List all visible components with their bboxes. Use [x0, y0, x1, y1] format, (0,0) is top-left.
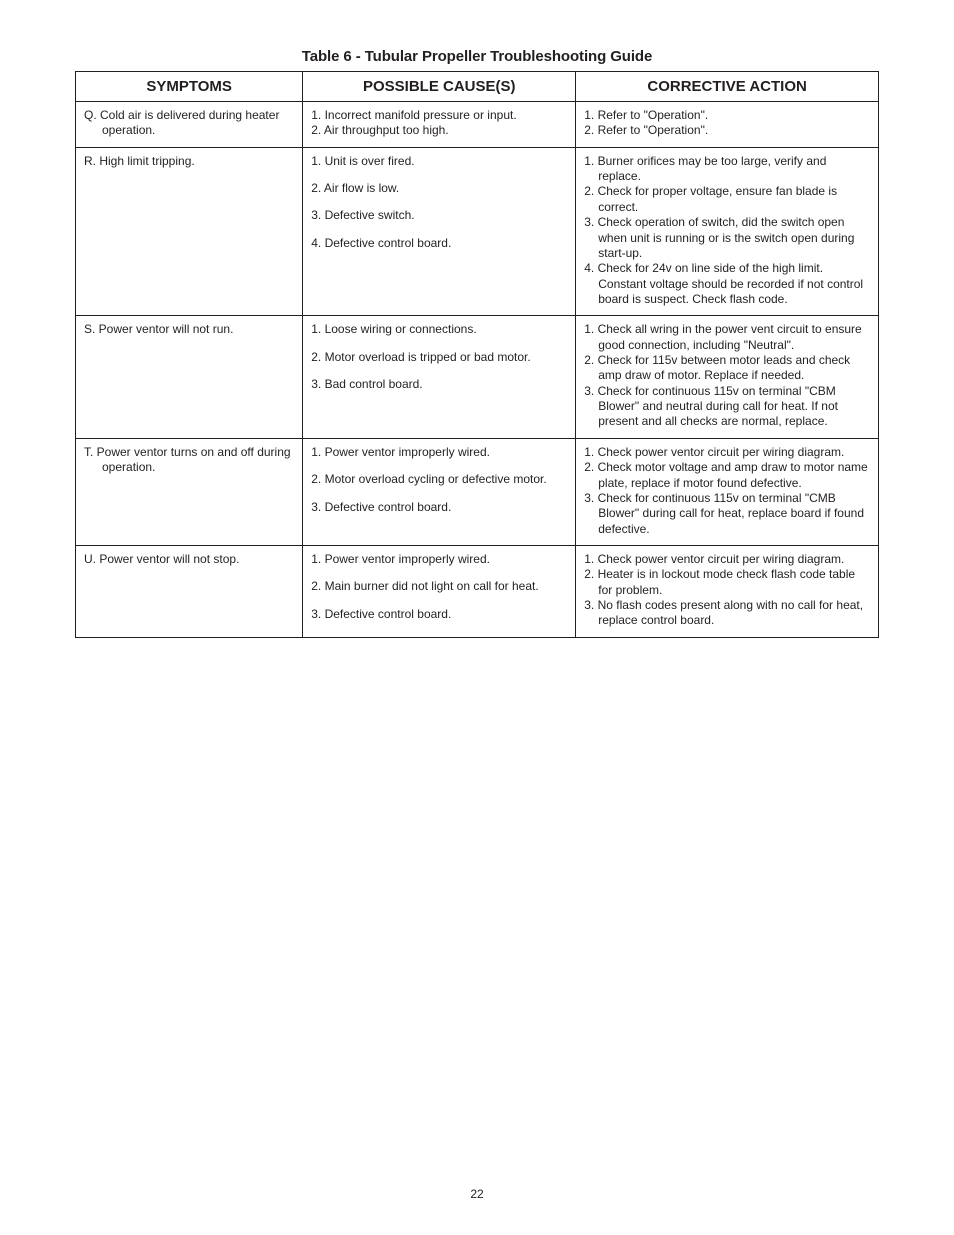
causes-cell: 1. Power ventor improperly wired. 2. Moto… — [303, 438, 576, 545]
spacer — [311, 365, 567, 377]
action-item: 2. Check for proper voltage, ensure fan … — [584, 184, 870, 215]
action-cell: 1. Burner orifices may be too large, ver… — [576, 147, 879, 316]
cause-item: 3. Defective switch. — [311, 208, 567, 223]
cause-item: 3. Defective control board. — [311, 500, 567, 515]
cause-item: 2. Air flow is low. — [311, 181, 567, 196]
causes-cell: 1. Incorrect manifold pressure or input.… — [303, 102, 576, 148]
action-item: 3. Check for continuous 115v on terminal… — [584, 384, 870, 430]
cause-item: 1. Loose wiring or connections. — [311, 322, 567, 337]
symptom-text: R. High limit tripping. — [84, 154, 294, 169]
cause-item: 1. Power ventor improperly wired. — [311, 445, 567, 460]
causes-cell: 1. Unit is over fired. 2. Air flow is low… — [303, 147, 576, 316]
spacer — [311, 595, 567, 607]
symptom-text: S. Power ventor will not run. — [84, 322, 294, 337]
action-cell: 1. Refer to "Operation".2. Refer to "Ope… — [576, 102, 879, 148]
action-item: 1. Check all wring in the power vent cir… — [584, 322, 870, 353]
spacer — [311, 338, 567, 350]
spacer — [311, 196, 567, 208]
cause-item: 1. Unit is over fired. — [311, 154, 567, 169]
cause-item: 2. Air throughput too high. — [311, 123, 567, 138]
spacer — [311, 169, 567, 181]
symptom-cell: R. High limit tripping. — [76, 147, 303, 316]
action-item: 1. Check power ventor circuit per wiring… — [584, 552, 870, 567]
symptom-cell: Q. Cold air is delivered during heater o… — [76, 102, 303, 148]
action-item: 1. Refer to "Operation". — [584, 108, 870, 123]
action-item: 3. Check for continuous 115v on terminal… — [584, 491, 870, 537]
table-row: U. Power ventor will not stop. 1. Power v… — [76, 545, 879, 637]
cause-item: 3. Bad control board. — [311, 377, 567, 392]
causes-cell: 1. Power ventor improperly wired. 2. Main… — [303, 545, 576, 637]
cause-item: 1. Incorrect manifold pressure or input. — [311, 108, 567, 123]
spacer — [311, 488, 567, 500]
table-header-row: SYMPTOMS POSSIBLE CAUSE(S) CORRECTIVE AC… — [76, 72, 879, 102]
symptom-text: U. Power ventor will not stop. — [84, 552, 294, 567]
action-item: 2. Refer to "Operation". — [584, 123, 870, 138]
table-row: R. High limit tripping. 1. Unit is over f… — [76, 147, 879, 316]
action-item: 3. Check operation of switch, did the sw… — [584, 215, 870, 261]
cause-item: 4. Defective control board. — [311, 236, 567, 251]
action-item: 1. Check power ventor circuit per wiring… — [584, 445, 870, 460]
cause-item: 3. Defective control board. — [311, 607, 567, 622]
table-row: Q. Cold air is delivered during heater o… — [76, 102, 879, 148]
action-cell: 1. Check power ventor circuit per wiring… — [576, 438, 879, 545]
table-row: S. Power ventor will not run. 1. Loose wi… — [76, 316, 879, 439]
spacer — [311, 567, 567, 579]
header-symptoms: SYMPTOMS — [76, 72, 303, 102]
causes-cell: 1. Loose wiring or connections. 2. Motor … — [303, 316, 576, 439]
page-number: 22 — [0, 1187, 954, 1201]
header-action: CORRECTIVE ACTION — [576, 72, 879, 102]
action-item: 1. Burner orifices may be too large, ver… — [584, 154, 870, 185]
action-item: 3. No flash codes present along with no … — [584, 598, 870, 629]
spacer — [311, 460, 567, 472]
symptom-cell: S. Power ventor will not run. — [76, 316, 303, 439]
action-item: 2. Check motor voltage and amp draw to m… — [584, 460, 870, 491]
symptom-text: T. Power ventor turns on and off during … — [84, 445, 294, 476]
action-item: 2. Heater is in lockout mode check flash… — [584, 567, 870, 598]
cause-item: 2. Motor overload is tripped or bad moto… — [311, 350, 567, 365]
action-cell: 1. Check power ventor circuit per wiring… — [576, 545, 879, 637]
action-cell: 1. Check all wring in the power vent cir… — [576, 316, 879, 439]
cause-item: 2. Main burner did not light on call for… — [311, 579, 567, 594]
table-row: T. Power ventor turns on and off during … — [76, 438, 879, 545]
action-item: 4. Check for 24v on line side of the hig… — [584, 261, 870, 307]
troubleshooting-table: SYMPTOMS POSSIBLE CAUSE(S) CORRECTIVE AC… — [75, 71, 879, 638]
document-page: Table 6 - Tubular Propeller Troubleshoot… — [0, 0, 954, 1235]
spacer — [311, 224, 567, 236]
symptom-text: Q. Cold air is delivered during heater o… — [84, 108, 294, 139]
table-title: Table 6 - Tubular Propeller Troubleshoot… — [75, 48, 879, 65]
cause-item: 2. Motor overload cycling or defective m… — [311, 472, 567, 487]
symptom-cell: T. Power ventor turns on and off during … — [76, 438, 303, 545]
header-causes: POSSIBLE CAUSE(S) — [303, 72, 576, 102]
symptom-cell: U. Power ventor will not stop. — [76, 545, 303, 637]
action-item: 2. Check for 115v between motor leads an… — [584, 353, 870, 384]
cause-item: 1. Power ventor improperly wired. — [311, 552, 567, 567]
